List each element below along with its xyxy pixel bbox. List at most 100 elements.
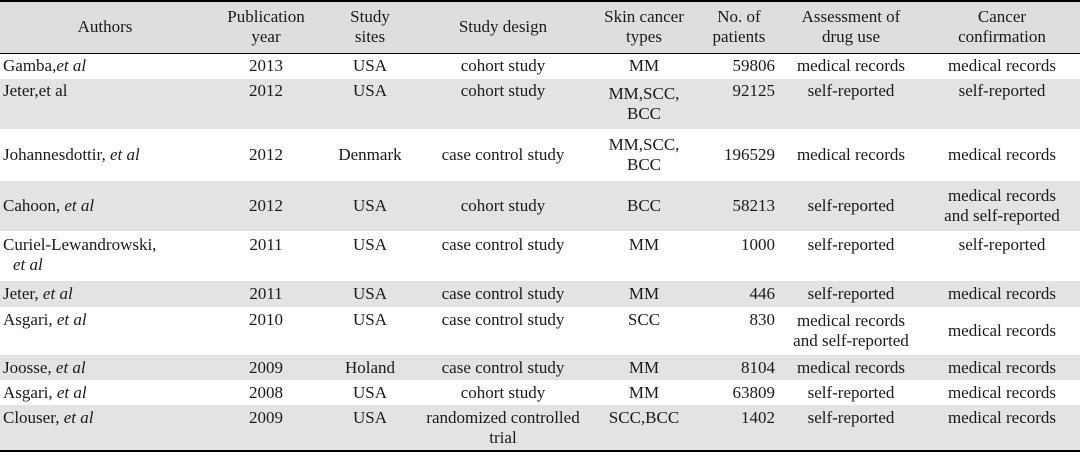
col-header-line: types (626, 27, 662, 47)
cell-confirmation: medical records and self-reported (944, 186, 1060, 225)
col-header-line: Assessment of (801, 7, 901, 27)
author-name: Jeter,et al (3, 81, 68, 100)
cell-authors: Asgari, et al (0, 307, 210, 355)
col-header-line: Cancer (977, 7, 1027, 27)
et-al: et al (109, 145, 140, 164)
author-name: Asgari, (3, 310, 57, 329)
author-name: Jeter, (3, 284, 43, 303)
cell-sites: USA (352, 235, 387, 254)
col-header-line: year (251, 27, 281, 47)
et-al: et al (64, 196, 95, 215)
cell-authors: Curiel-Lewandrowski, et al (0, 231, 210, 281)
cell-design: case control study (441, 357, 565, 377)
cell-sites: USA (352, 408, 387, 427)
et-al: et al (55, 357, 86, 377)
author-name: Johannesdottir, (3, 145, 110, 164)
cell-drug-assessment: medical records (796, 145, 906, 164)
cell-patients: 8104 (741, 357, 775, 377)
cell-patients: 830 (749, 310, 776, 329)
cell-year: 2010 (249, 310, 283, 329)
cell-confirmation: self-reported (958, 81, 1046, 100)
et-al: et al (56, 382, 87, 402)
cell-authors: Clouser, et al (0, 405, 210, 451)
table-row: Johannesdottir, et al 2012 Denmark case … (0, 129, 1080, 181)
cell-sites: USA (352, 310, 387, 329)
table-row: Clouser, et al 2009 USA randomized contr… (0, 405, 1080, 451)
cell-drug-assessment: self-reported (807, 235, 895, 254)
cell-confirmation: medical records (947, 56, 1057, 76)
cell-year: 2012 (249, 196, 283, 215)
col-header-line: sites (354, 27, 386, 47)
author-name: Gamba, (3, 56, 57, 76)
cell-drug-assessment: medical records (796, 56, 906, 76)
col-header-line: Skin cancer (604, 7, 684, 27)
cell-year: 2012 (249, 81, 283, 100)
col-header-assessment-of-drug-use: Assessment of drug use (778, 1, 924, 54)
col-header-publication-year: Publication year (210, 1, 322, 54)
author-name: Clouser, (3, 408, 64, 427)
cell-authors: Cahoon, et al (0, 181, 210, 231)
cell-types: MM,SCC, BCC (608, 84, 680, 123)
cell-authors: Jeter,et al (0, 79, 210, 129)
table-row: Asgari, et al 2008 USA cohort study MM 6… (0, 380, 1080, 405)
col-header-line: confirmation (958, 27, 1046, 47)
cell-drug-assessment: medical records and self-reported (793, 311, 909, 350)
cell-design: cohort study (460, 382, 546, 402)
col-header-line: Study (350, 7, 390, 27)
author-name: Cahoon, (3, 196, 65, 215)
cell-sites: USA (352, 284, 387, 303)
cell-year: 2009 (249, 357, 283, 377)
col-header-line: Publication (227, 7, 305, 27)
cell-patients: 446 (749, 284, 776, 303)
cell-patients: 196529 (724, 145, 775, 164)
cell-design: case control study (441, 284, 565, 303)
cell-design: cohort study (460, 196, 546, 215)
cell-design: case control study (441, 235, 565, 254)
cell-confirmation: medical records (947, 357, 1057, 377)
col-header-cancer-confirmation: Cancer confirmation (924, 1, 1080, 54)
cell-drug-assessment: medical records (796, 357, 906, 377)
col-header-line: drug use (821, 27, 881, 47)
cell-types: SCC,BCC (608, 408, 680, 427)
col-header-study-sites: Study sites (322, 1, 418, 54)
study-characteristics-table: Authors Publication year Study sites Stu… (0, 0, 1080, 452)
col-header-skin-cancer-types: Skin cancer types (588, 1, 700, 54)
col-header-line: patients (712, 27, 766, 47)
cell-types: MM (628, 284, 660, 303)
author-name: Curiel-Lewandrowski, (3, 235, 157, 254)
cell-design: case control study (441, 145, 565, 164)
cell-year: 2012 (249, 145, 283, 164)
cell-patients: 58213 (732, 196, 776, 215)
cell-sites: USA (352, 56, 387, 76)
cell-sites: Holand (344, 357, 396, 377)
cell-types: MM,SCC, BCC (608, 135, 680, 174)
cell-design: randomized controlled trial (426, 407, 580, 447)
cell-year: 2013 (249, 56, 283, 76)
cell-authors: Joosse, et al (0, 355, 210, 380)
cell-types: MM (628, 56, 660, 76)
cell-types: MM (628, 382, 660, 402)
cell-sites: USA (352, 196, 387, 215)
et-al: et al (42, 284, 73, 303)
table-row: Jeter, et al 2011 USA case control study… (0, 281, 1080, 307)
table-row: Jeter,et al 2012 USA cohort study MM,SCC… (0, 79, 1080, 129)
col-header-study-design: Study design (418, 1, 588, 54)
cell-patients: 92125 (732, 81, 776, 100)
cell-drug-assessment: self-reported (807, 408, 895, 427)
cell-sites: Denmark (338, 145, 402, 164)
et-al: et al (63, 408, 94, 427)
table-row: Gamba,et al 2013 USA cohort study MM 598… (0, 53, 1080, 79)
cell-patients: 59806 (732, 56, 776, 76)
cell-year: 2011 (249, 284, 283, 303)
cell-sites: USA (352, 382, 387, 402)
cell-sites: USA (352, 81, 387, 100)
table-row: Cahoon, et al 2012 USA cohort study BCC … (0, 181, 1080, 231)
cell-authors: Johannesdottir, et al (0, 129, 210, 181)
table-row: Curiel-Lewandrowski, et al 2011 USA case … (0, 231, 1080, 281)
cell-confirmation: medical records (947, 382, 1057, 402)
cell-confirmation: medical records (947, 145, 1057, 164)
col-header-no-of-patients: No. of patients (700, 1, 778, 54)
table-row: Joosse, et al 2009 Holand case control s… (0, 355, 1080, 380)
table-row: Asgari, et al 2010 USA case control stud… (0, 307, 1080, 355)
cell-types: MM (628, 235, 660, 254)
